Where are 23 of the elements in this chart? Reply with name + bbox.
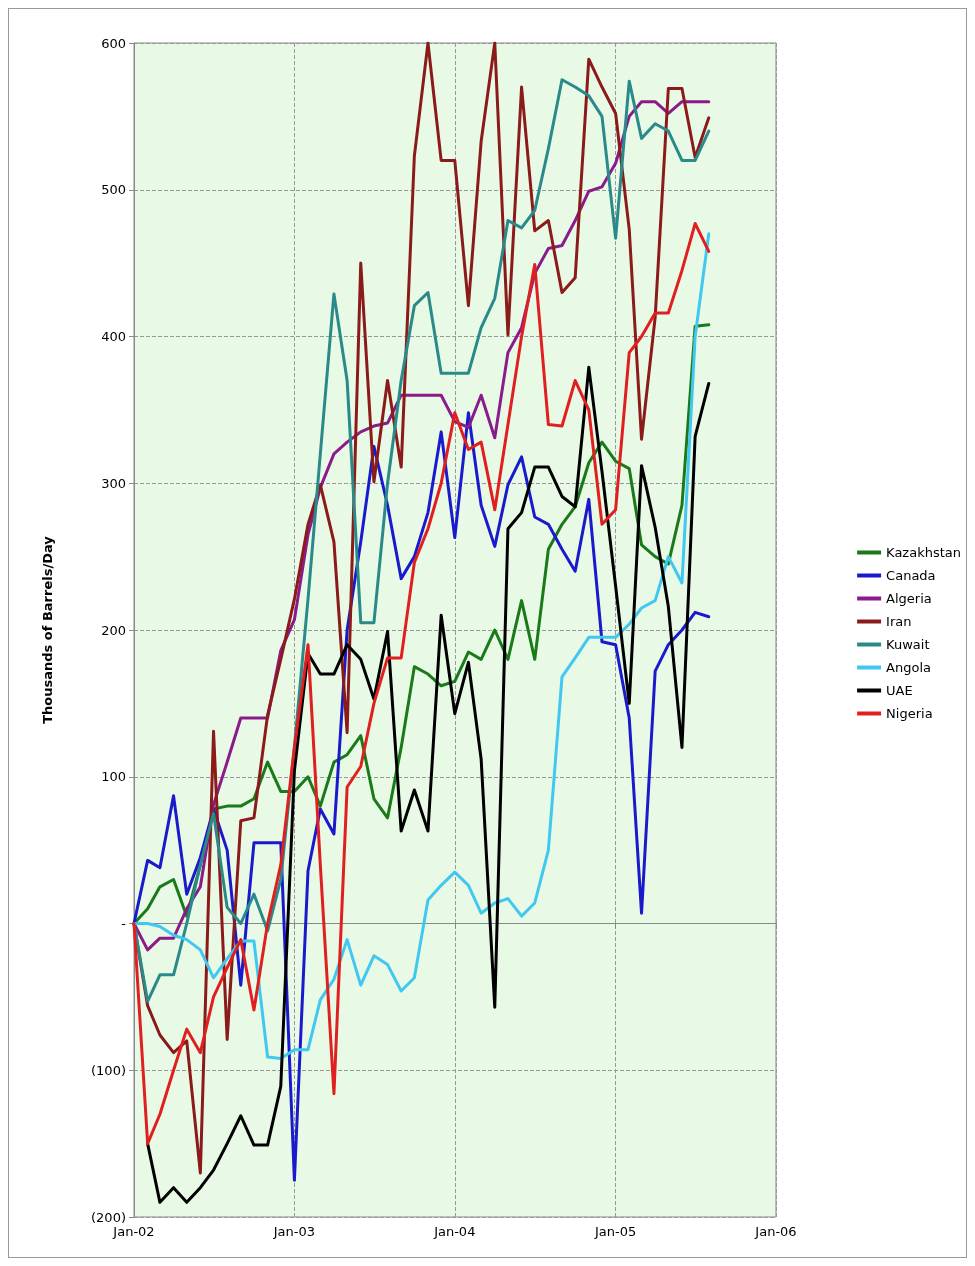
y-tick-label: 200	[101, 622, 126, 638]
legend-label: Nigeria	[886, 706, 933, 721]
legend-label: Algeria	[886, 591, 932, 606]
legend-label: Canada	[886, 568, 936, 583]
x-tick-label: Jan-05	[593, 1224, 637, 1239]
y-tick-label: -	[121, 916, 127, 931]
y-tick-label: 500	[101, 182, 126, 198]
legend-label: Iran	[886, 614, 912, 629]
y-tick-label: 400	[101, 329, 126, 344]
legend-label: Angola	[886, 660, 932, 675]
y-tick-label: 600	[101, 35, 126, 51]
y-axis-title: Thousands of Barrels/Day	[40, 535, 55, 724]
legend-label: UAE	[886, 683, 913, 698]
legend-label: Kuwait	[886, 637, 930, 652]
legend-label: Kazakhstan	[886, 545, 962, 560]
y-tick-label: 300	[101, 475, 126, 491]
y-tick-label: (100)	[91, 1062, 126, 1078]
x-tick-label: Jan-02	[112, 1224, 155, 1239]
x-tick-label: Jan-03	[272, 1224, 316, 1239]
x-tick-label: Jan-06	[754, 1224, 797, 1239]
y-tick-label: (200)	[91, 1209, 126, 1225]
y-tick-label: 100	[101, 769, 126, 785]
x-tick-label: Jan-04	[433, 1224, 476, 1239]
